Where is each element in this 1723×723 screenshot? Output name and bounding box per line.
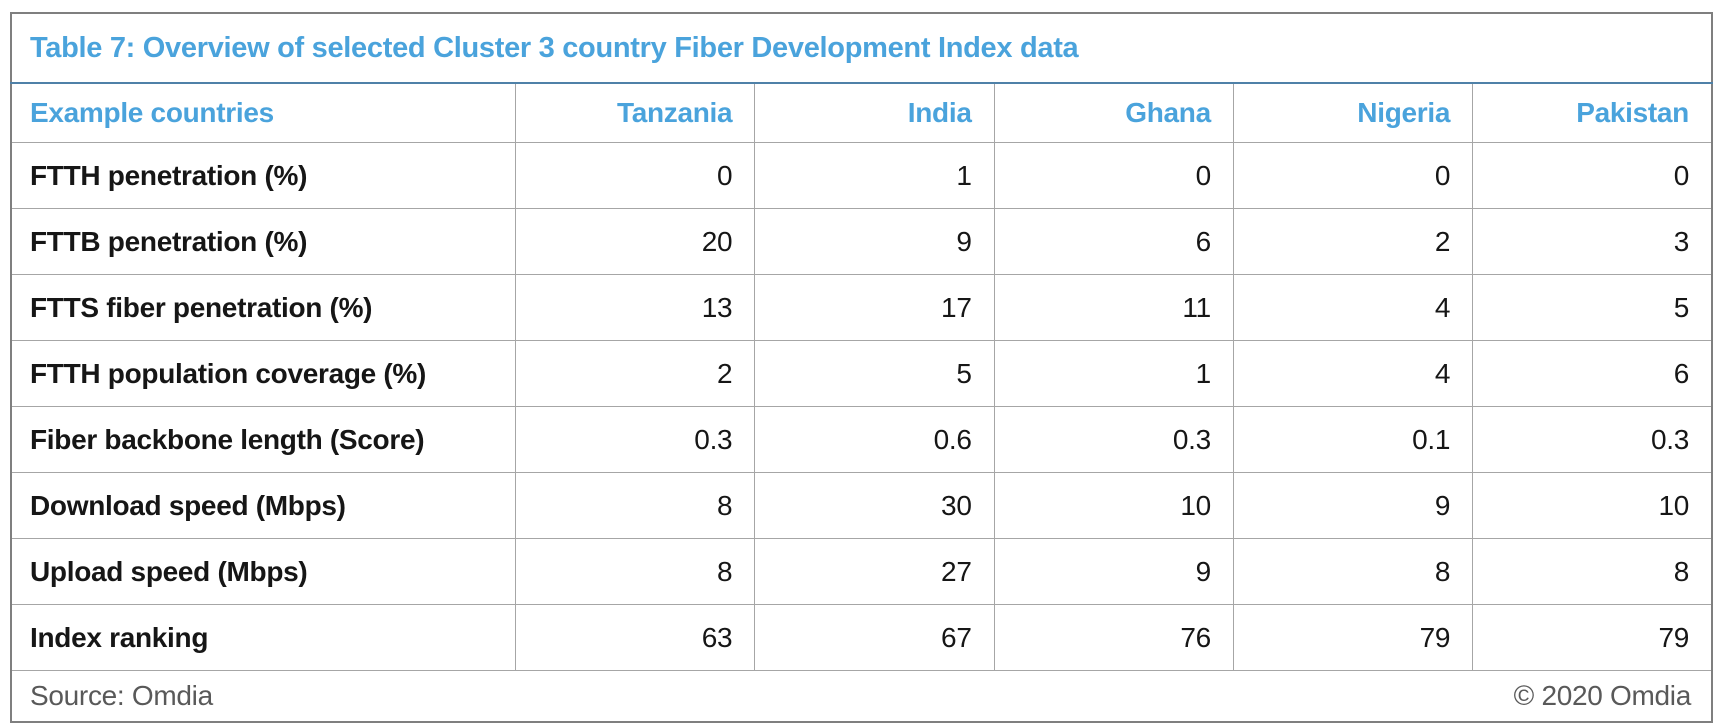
cell-value: 13: [515, 274, 756, 341]
cell-value: 0.3: [993, 406, 1234, 473]
cell-value: 2: [515, 340, 756, 407]
table-row-ftth-penetration: FTTH penetration (%) 0 1 0 0 0: [10, 142, 1713, 209]
row-label: FTTS fiber penetration (%): [10, 274, 517, 341]
report-table-figure: Table 7: Overview of selected Cluster 3 …: [10, 12, 1713, 723]
table-footer-row: Source: Omdia © 2020 Omdia: [10, 670, 1713, 723]
table-row-ftts-fiber-penetration: FTTS fiber penetration (%) 13 17 11 4 5: [10, 274, 1713, 341]
cell-value: 6: [993, 208, 1234, 275]
column-header-nigeria: Nigeria: [1232, 82, 1474, 143]
cell-value: 9: [754, 208, 995, 275]
cell-value: 0.3: [515, 406, 756, 473]
cell-value: 8: [1472, 538, 1713, 605]
table-row-upload-speed: Upload speed (Mbps) 8 27 9 8 8: [10, 538, 1713, 605]
table-title-row: Table 7: Overview of selected Cluster 3 …: [10, 12, 1713, 84]
cell-value: 3: [1472, 208, 1713, 275]
table-row-ftth-population-coverage: FTTH population coverage (%) 2 5 1 4 6: [10, 340, 1713, 407]
cell-value: 79: [1232, 604, 1474, 671]
column-header-india: India: [754, 82, 995, 143]
column-header-ghana: Ghana: [993, 82, 1234, 143]
cell-value: 8: [1232, 538, 1474, 605]
row-label: Fiber backbone length (Score): [10, 406, 517, 473]
cell-value: 17: [754, 274, 995, 341]
column-header-tanzania: Tanzania: [515, 82, 756, 143]
cell-value: 1: [993, 340, 1234, 407]
cell-value: 30: [754, 472, 995, 539]
cell-value: 0: [1472, 142, 1713, 209]
cell-value: 8: [515, 538, 756, 605]
cell-value: 76: [993, 604, 1234, 671]
cell-value: 11: [993, 274, 1234, 341]
cell-value: 10: [1472, 472, 1713, 539]
row-label: Index ranking: [10, 604, 517, 671]
row-label: FTTB penetration (%): [10, 208, 517, 275]
cell-value: 0: [1232, 142, 1474, 209]
cell-value: 10: [993, 472, 1234, 539]
cell-value: 67: [754, 604, 995, 671]
column-header-pakistan: Pakistan: [1472, 82, 1713, 143]
cell-value: 4: [1232, 274, 1474, 341]
table-row-fttb-penetration: FTTB penetration (%) 20 9 6 2 3: [10, 208, 1713, 275]
cell-value: 0.3: [1472, 406, 1713, 473]
cell-value: 1: [754, 142, 995, 209]
table-row-download-speed: Download speed (Mbps) 8 30 10 9 10: [10, 472, 1713, 539]
cell-value: 6: [1472, 340, 1713, 407]
column-header-example-countries: Example countries: [10, 82, 517, 143]
cell-value: 63: [515, 604, 756, 671]
cell-value: 79: [1472, 604, 1713, 671]
table-header-row: Example countries Tanzania India Ghana N…: [10, 82, 1713, 143]
fiber-development-index-table: Table 7: Overview of selected Cluster 3 …: [10, 12, 1713, 723]
cell-value: 2: [1232, 208, 1474, 275]
table-row-index-ranking: Index ranking 63 67 76 79 79: [10, 604, 1713, 671]
row-label: FTTH population coverage (%): [10, 340, 517, 407]
cell-value: 0.6: [754, 406, 995, 473]
cell-value: 9: [1232, 472, 1474, 539]
cell-value: 0: [993, 142, 1234, 209]
copyright-note: © 2020 Omdia: [1513, 680, 1692, 711]
row-label: FTTH penetration (%): [10, 142, 517, 209]
cell-value: 27: [754, 538, 995, 605]
cell-value: 0: [515, 142, 756, 209]
table-title: Table 7: Overview of selected Cluster 3 …: [10, 12, 1713, 84]
cell-value: 4: [1232, 340, 1474, 407]
table-row-fiber-backbone-length: Fiber backbone length (Score) 0.3 0.6 0.…: [10, 406, 1713, 473]
row-label: Upload speed (Mbps): [10, 538, 517, 605]
cell-value: 5: [1472, 274, 1713, 341]
row-label: Download speed (Mbps): [10, 472, 517, 539]
cell-value: 20: [515, 208, 756, 275]
source-note: Source: Omdia: [30, 680, 213, 711]
cell-value: 9: [993, 538, 1234, 605]
cell-value: 8: [515, 472, 756, 539]
cell-value: 5: [754, 340, 995, 407]
cell-value: 0.1: [1232, 406, 1474, 473]
